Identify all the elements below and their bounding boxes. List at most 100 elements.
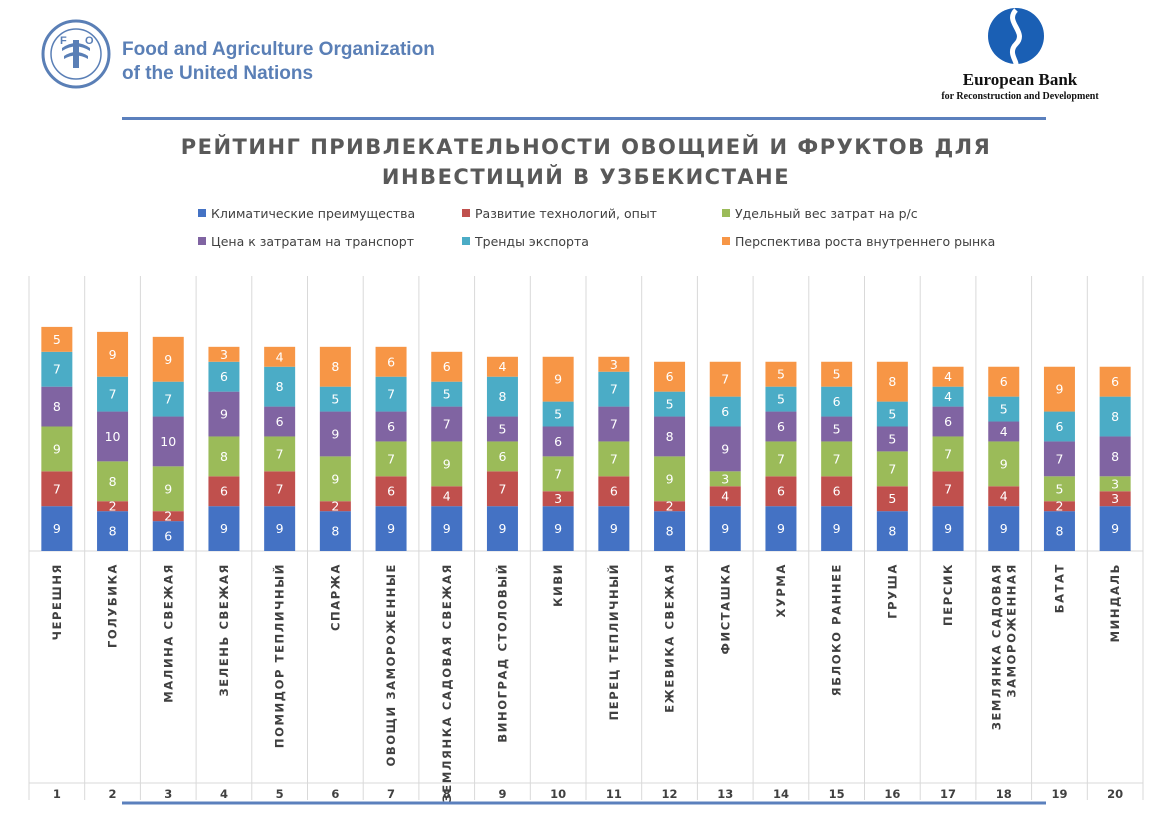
- rank-label: 4: [220, 787, 228, 801]
- bar-segment-климатические-преимущества: [264, 506, 296, 551]
- rank-label: 7: [387, 787, 395, 801]
- data-label: 7: [777, 451, 785, 466]
- legend-item: Климатические преимущества: [198, 206, 415, 221]
- data-label: 6: [1000, 374, 1008, 389]
- data-label: 5: [498, 421, 506, 436]
- data-label: 6: [666, 369, 674, 384]
- bar-segment-климатические-преимущества: [431, 506, 463, 551]
- bar-segment-перспектива-роста-внутреннего-рынка: [264, 346, 296, 367]
- legend-label: Цена к затратам на транспорт: [211, 234, 414, 249]
- legend-label: Перспектива роста внутреннего рынка: [735, 234, 995, 249]
- bar-segment-развитие-технологий-опыт: [41, 471, 73, 507]
- bar-segment-цена-к-затратам-на-транспорт: [654, 416, 686, 457]
- bar-segment-тренды-экспорта: [932, 386, 964, 407]
- bar-segment-удельный-вес-затрат-на-р-с: [598, 441, 630, 477]
- rank-label: 8: [443, 787, 451, 801]
- data-label: 7: [888, 461, 896, 476]
- bar-segment-климатические-преимущества: [1099, 506, 1131, 551]
- data-label: 6: [443, 359, 451, 374]
- bar-segment-цена-к-затратам-на-транспорт: [876, 426, 908, 452]
- legend-swatch: [722, 209, 730, 217]
- bar-segment-цена-к-затратам-на-транспорт: [1043, 441, 1075, 477]
- legend-label: Тренды экспорта: [474, 234, 589, 249]
- category-table-grid: [28, 276, 1144, 800]
- bar-segment-климатические-преимущества: [97, 511, 129, 551]
- bar-segment-развитие-технологий-опыт: [375, 476, 407, 507]
- fao-logo: F O: [41, 19, 111, 89]
- bar-stack-16: 8 5 7 5 5 8: [876, 361, 908, 551]
- data-label: 7: [109, 387, 117, 402]
- data-label: 6: [1111, 374, 1119, 389]
- bar-segment-тренды-экспорта: [598, 371, 630, 407]
- data-label: 9: [387, 521, 395, 536]
- bar-segment-тренды-экспорта: [765, 386, 797, 412]
- bar-segment-удельный-вес-затрат-на-р-с: [709, 471, 741, 487]
- data-label: 5: [777, 392, 785, 407]
- bar-segment-тренды-экспорта: [431, 381, 463, 407]
- bar-segment-развитие-технологий-опыт: [1043, 501, 1075, 512]
- data-label: 4: [944, 389, 952, 404]
- bar-stack-8: 9 4 9 7 5 6: [431, 351, 463, 551]
- bar-segment-удельный-вес-затрат-на-р-с: [1043, 476, 1075, 502]
- data-label: 5: [666, 397, 674, 412]
- rank-label: 11: [606, 787, 622, 801]
- fao-name: Food and Agriculture Organization of the…: [122, 38, 435, 86]
- bar-segment-удельный-вес-затрат-на-р-с: [375, 441, 407, 477]
- bar-segment-климатические-преимущества: [876, 511, 908, 551]
- data-label: 9: [833, 521, 841, 536]
- data-label: 7: [1055, 451, 1063, 466]
- legend-swatch: [722, 237, 730, 245]
- data-label: 2: [666, 499, 674, 514]
- bar-segment-перспектива-роста-внутреннего-рынка: [709, 361, 741, 397]
- bar-segment-климатические-преимущества: [932, 506, 964, 551]
- data-label: 4: [276, 349, 284, 364]
- data-label: 5: [443, 387, 451, 402]
- data-label: 9: [1111, 521, 1119, 536]
- data-label: 2: [331, 499, 339, 514]
- data-label: 4: [443, 489, 451, 504]
- legend: Климатические преимущества Развитие техно…: [198, 206, 995, 249]
- data-label: 9: [610, 521, 618, 536]
- bar-segment-развитие-технологий-опыт: [208, 476, 240, 507]
- data-label: 6: [610, 484, 618, 499]
- data-label: 9: [1000, 456, 1008, 471]
- data-label: 5: [777, 367, 785, 382]
- data-label: 6: [721, 404, 729, 419]
- data-label: 2: [109, 499, 117, 514]
- bar-segment-цена-к-затратам-на-транспорт: [208, 391, 240, 437]
- bar-segment-цена-к-затратам-на-транспорт: [932, 406, 964, 437]
- data-label: 5: [1055, 481, 1063, 496]
- category-label: МИНДАЛЬ: [1108, 563, 1122, 642]
- data-label: 7: [53, 481, 61, 496]
- bar-segment-развитие-технологий-опыт: [1099, 491, 1131, 507]
- bar-segment-перспектива-роста-внутреннего-рынка: [208, 346, 240, 362]
- data-label: 9: [721, 521, 729, 536]
- category-label: СПАРЖА: [328, 563, 342, 631]
- bar-segment-цена-к-затратам-на-транспорт: [152, 416, 184, 467]
- data-label: 7: [610, 382, 618, 397]
- rank-label: 6: [331, 787, 339, 801]
- rank-labels: 1 2 3 4 5 6 7 8 9 10 11 12 13 14 15 16 17 18 19 20: [53, 787, 1123, 801]
- bar-segment-развитие-технологий-опыт: [97, 501, 129, 512]
- bar-segment-удельный-вес-затрат-на-р-с: [932, 436, 964, 472]
- data-label: 9: [1000, 521, 1008, 536]
- data-label: 6: [498, 449, 506, 464]
- data-label: 3: [1111, 491, 1119, 506]
- bar-stack-14: 9 6 7 6 5 5: [765, 361, 797, 551]
- rank-label: 3: [164, 787, 172, 801]
- category-label: ГРУША: [885, 563, 899, 619]
- category-label: ПОМИДОР ТЕПЛИЧНЫЙ: [272, 563, 287, 748]
- legend-item: Перспектива роста внутреннего рынка: [722, 234, 995, 249]
- category-labels: ЧЕРЕШНЯ ГОЛУБИКА МАЛИНА СВЕЖАЯ ЗЕЛЕНЬ СВЕЖА…: [50, 563, 1122, 802]
- bar-stack-4: 9 6 8 9 6 3: [208, 346, 240, 551]
- data-label: 8: [276, 379, 284, 394]
- bar-segment-перспектива-роста-внутреннего-рынка: [542, 356, 574, 402]
- data-label: 7: [276, 481, 284, 496]
- bar-segment-удельный-вес-затрат-на-р-с: [152, 466, 184, 512]
- bar-segment-климатические-преимущества: [1043, 511, 1075, 551]
- data-label: 6: [777, 484, 785, 499]
- data-label: 8: [109, 474, 117, 489]
- data-label: 7: [610, 451, 618, 466]
- data-label: 8: [498, 389, 506, 404]
